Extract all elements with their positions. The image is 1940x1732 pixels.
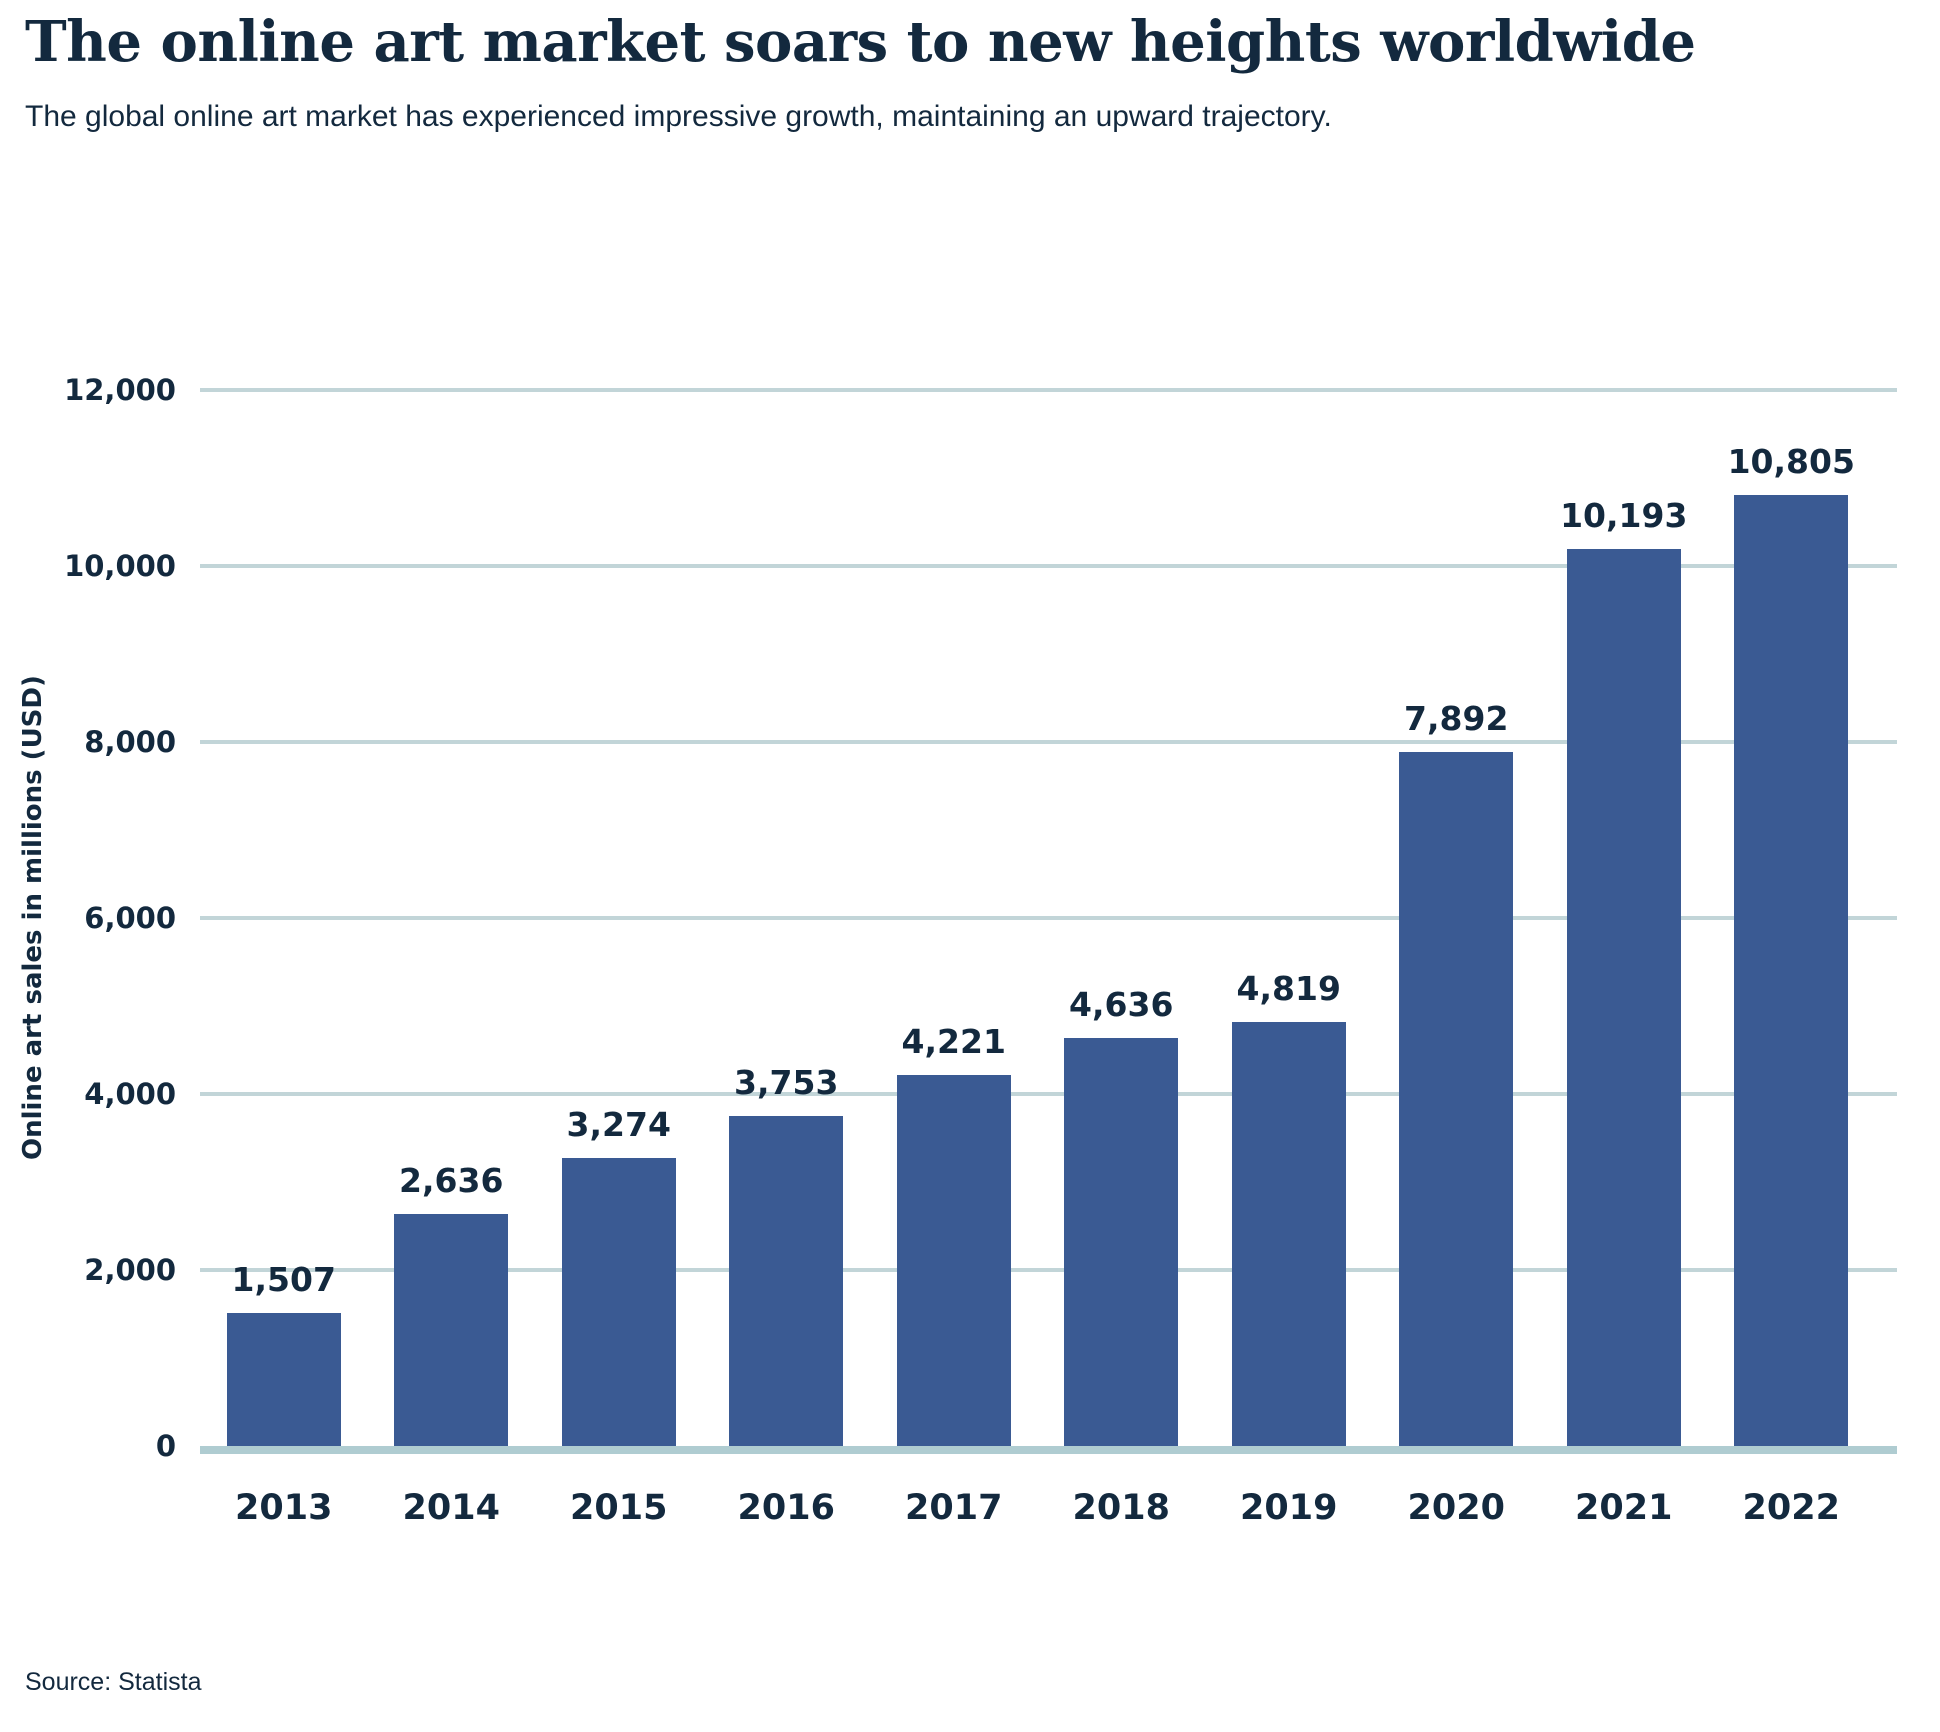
y-tick-label: 0 bbox=[155, 1429, 176, 1463]
y-tick-label: 10,000 bbox=[64, 549, 176, 583]
bar-2014 bbox=[394, 1214, 509, 1446]
bar-value-label: 3,753 bbox=[734, 1062, 839, 1102]
y-tick-label: 8,000 bbox=[84, 725, 176, 759]
x-tick-label: 2014 bbox=[402, 1488, 500, 1528]
bar-2020 bbox=[1399, 751, 1514, 1446]
page-subtitle: The global online art market has experie… bbox=[25, 100, 1332, 133]
x-tick-label: 2013 bbox=[235, 1488, 333, 1528]
bar-value-label: 1,507 bbox=[231, 1260, 336, 1300]
bar-2017 bbox=[896, 1074, 1011, 1446]
gridline bbox=[200, 916, 1897, 920]
bar-2018 bbox=[1064, 1038, 1179, 1446]
source-note: Source: Statista bbox=[25, 1668, 202, 1696]
gridline bbox=[200, 388, 1897, 392]
gridline bbox=[200, 740, 1897, 744]
bar-value-label: 3,274 bbox=[566, 1104, 671, 1144]
x-tick-label: 2021 bbox=[1575, 1488, 1673, 1528]
x-tick-label: 2019 bbox=[1240, 1488, 1338, 1528]
x-tick-label: 2020 bbox=[1407, 1488, 1505, 1528]
plot-area: 1,507 2013 2,636 2014 3,274 2015 3,753 2016 4,22… bbox=[200, 388, 1897, 1528]
gridline bbox=[200, 564, 1897, 568]
bar-slot: 10,193 2021 bbox=[1540, 390, 1708, 1528]
bar-value-label: 7,892 bbox=[1404, 698, 1509, 738]
bar-2021 bbox=[1566, 549, 1681, 1446]
x-tick-label: 2018 bbox=[1072, 1488, 1170, 1528]
bar-slot: 2,636 2014 bbox=[368, 390, 536, 1528]
x-tick-label: 2016 bbox=[737, 1488, 835, 1528]
bar-value-label: 4,819 bbox=[1236, 968, 1341, 1008]
bar-2015 bbox=[561, 1157, 676, 1446]
bar-value-label: 10,193 bbox=[1560, 496, 1688, 536]
gridline bbox=[200, 1268, 1897, 1272]
bar-value-label: 10,805 bbox=[1727, 442, 1855, 482]
bar-slot: 4,221 2017 bbox=[870, 390, 1038, 1528]
page-title: The online art market soars to new heigh… bbox=[25, 9, 1696, 75]
bar-slot: 4,819 2019 bbox=[1205, 390, 1373, 1528]
bar-2016 bbox=[729, 1115, 844, 1446]
bar-2019 bbox=[1231, 1021, 1346, 1446]
bar-value-label: 4,221 bbox=[901, 1021, 1006, 1061]
bar-slot: 1,507 2013 bbox=[200, 390, 368, 1528]
y-tick-label: 12,000 bbox=[64, 373, 176, 407]
y-tick-label: 6,000 bbox=[84, 901, 176, 935]
bar-value-label: 4,636 bbox=[1069, 985, 1174, 1025]
y-tick-label: 4,000 bbox=[84, 1077, 176, 1111]
y-tick-label: 2,000 bbox=[84, 1253, 176, 1287]
bar-slot: 10,805 2022 bbox=[1708, 390, 1876, 1528]
x-tick-label: 2022 bbox=[1742, 1488, 1840, 1528]
bar-2013 bbox=[226, 1313, 341, 1446]
x-tick-label: 2017 bbox=[905, 1488, 1003, 1528]
bar-value-label: 2,636 bbox=[399, 1161, 504, 1201]
bar-slot: 7,892 2020 bbox=[1373, 390, 1541, 1528]
x-tick-label: 2015 bbox=[570, 1488, 668, 1528]
bar-slot: 4,636 2018 bbox=[1038, 390, 1206, 1528]
x-axis-baseline bbox=[200, 1446, 1897, 1454]
bar-slot: 3,274 2015 bbox=[535, 390, 703, 1528]
gridline bbox=[200, 1092, 1897, 1096]
bar-slot: 3,753 2016 bbox=[703, 390, 871, 1528]
bar-2022 bbox=[1734, 495, 1849, 1446]
